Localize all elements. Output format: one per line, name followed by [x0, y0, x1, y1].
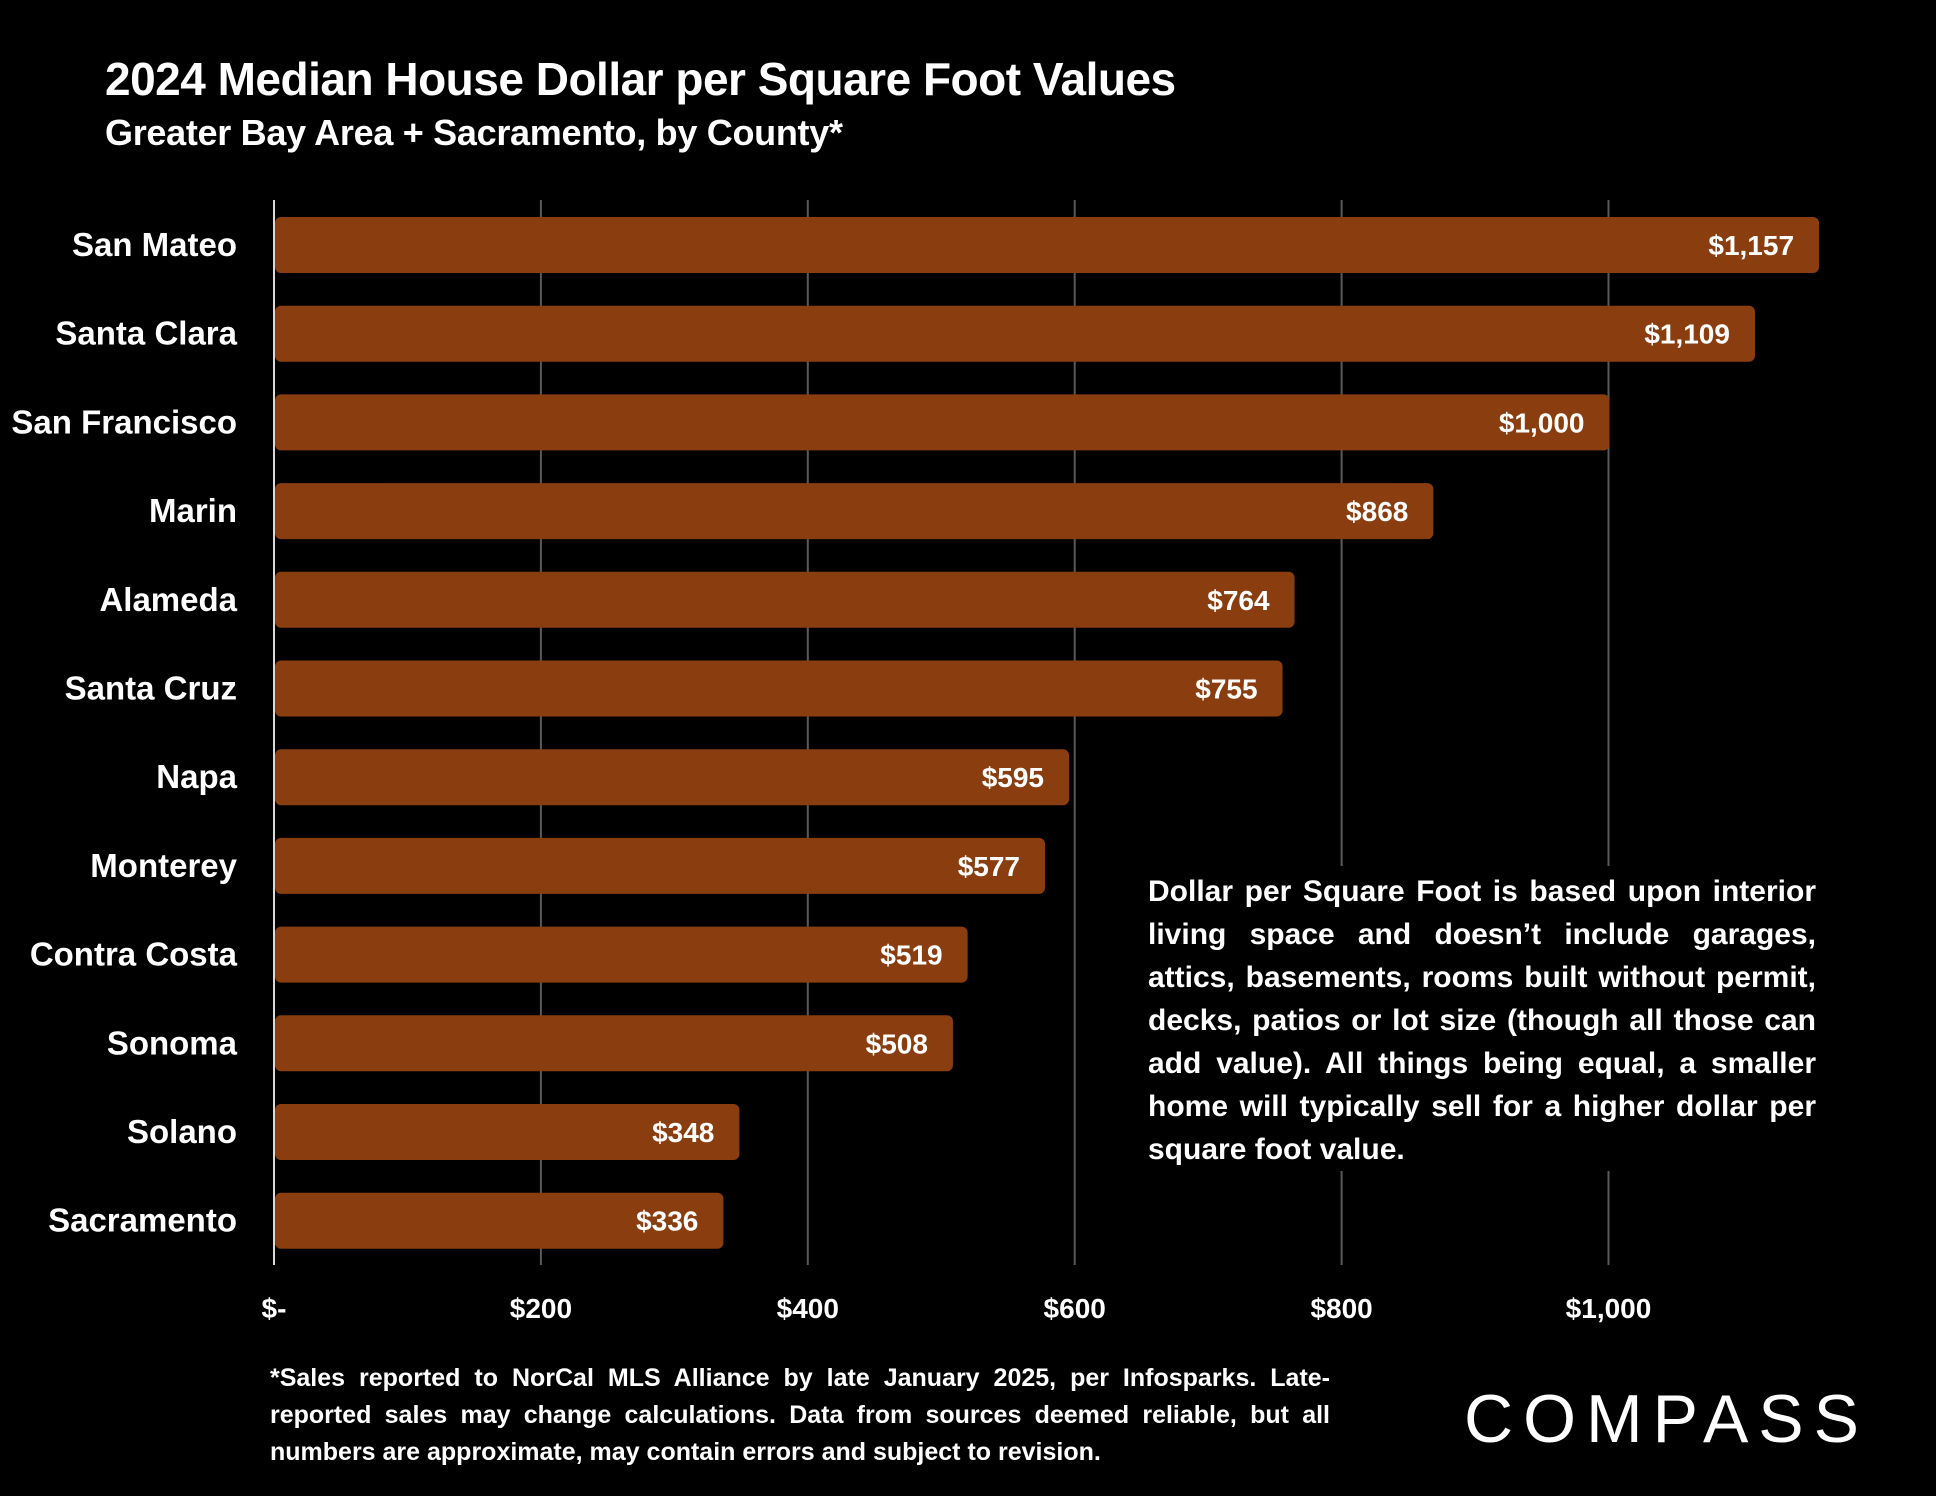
category-label: Napa: [156, 758, 237, 795]
bar-value-label: $764: [1207, 585, 1270, 616]
category-label: Alameda: [99, 581, 237, 618]
compass-logo: COMPASS: [1464, 1381, 1870, 1457]
category-label: Solano: [127, 1113, 237, 1150]
category-label: Santa Cruz: [65, 670, 237, 707]
bar: [275, 305, 1755, 362]
category-label: Monterey: [90, 847, 237, 884]
x-tick-label: $400: [777, 1293, 839, 1324]
bar-value-label: $595: [982, 762, 1044, 793]
bar-value-label: $348: [652, 1117, 714, 1148]
x-tick-label: $-: [262, 1293, 287, 1324]
bar-value-label: $519: [880, 940, 942, 971]
bars: [275, 217, 1820, 1249]
bar-value-label: $336: [636, 1206, 698, 1237]
bar-value-label: $868: [1346, 496, 1408, 527]
bar: [275, 571, 1295, 628]
bar-value-label: $1,157: [1708, 230, 1794, 261]
bar: [275, 926, 968, 983]
bar: [275, 660, 1283, 717]
chart-subtitle: Greater Bay Area + Sacramento, by County…: [105, 112, 843, 153]
category-label: Sacramento: [48, 1202, 237, 1239]
bar: [275, 1104, 740, 1160]
bar: [275, 837, 1046, 894]
bar-value-label: $577: [958, 851, 1020, 882]
bar-value-label: $1,000: [1499, 407, 1585, 438]
bar: [275, 749, 1070, 806]
bar-value-label: $1,109: [1644, 319, 1730, 350]
source-footnote: *Sales reported to NorCal MLS Alliance b…: [270, 1364, 1330, 1466]
labels: $- $200 $400 $600 $800 $1,000 $1,157 San Mateo $…: [11, 226, 1794, 1324]
category-label: Sonoma: [107, 1024, 238, 1061]
methodology-note: Dollar per Square Foot is based upon int…: [1148, 866, 1816, 1171]
category-label: Marin: [149, 492, 237, 529]
category-label: San Mateo: [72, 226, 237, 263]
category-label: Santa Clara: [55, 315, 237, 352]
bar: [275, 217, 1820, 273]
bar-value-label: $755: [1195, 674, 1257, 705]
chart-title: 2024 Median House Dollar per Square Foot…: [105, 53, 1176, 105]
bar: [275, 1015, 953, 1072]
category-label: San Francisco: [11, 403, 237, 440]
bar: [275, 394, 1610, 451]
bar: [275, 483, 1434, 540]
category-label: Contra Costa: [30, 936, 238, 973]
x-tick-label: $200: [510, 1293, 572, 1324]
bar-value-label: $508: [866, 1028, 928, 1059]
bar: [275, 1192, 724, 1249]
x-tick-label: $1,000: [1566, 1293, 1652, 1324]
x-tick-label: $600: [1044, 1293, 1106, 1324]
x-tick-label: $800: [1310, 1293, 1372, 1324]
